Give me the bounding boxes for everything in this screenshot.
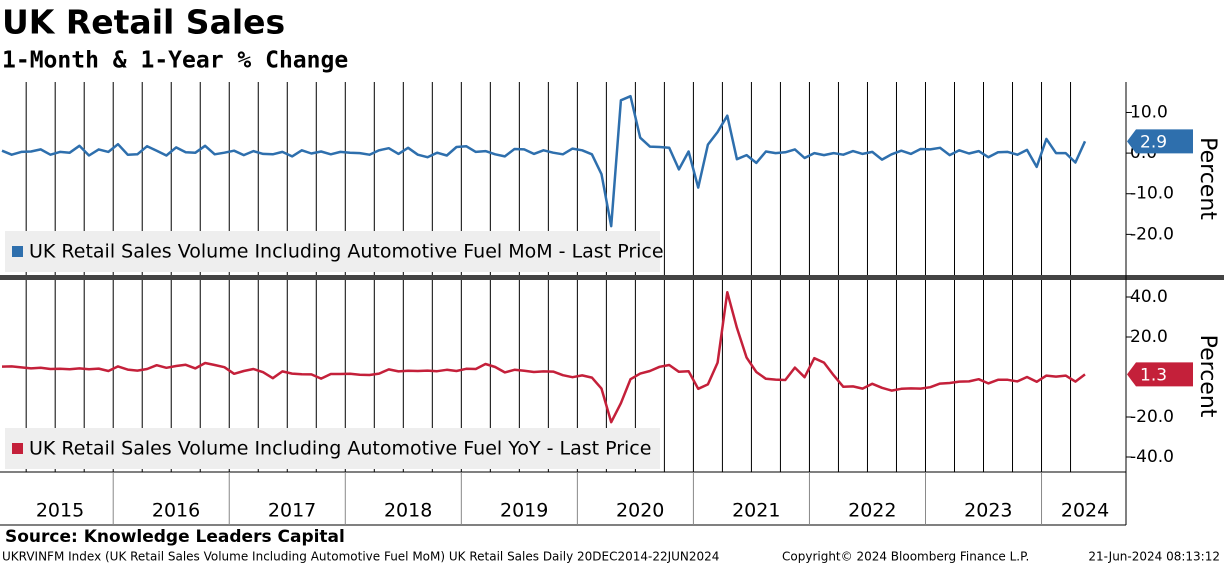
last-price-label: 1.3 bbox=[1140, 365, 1167, 385]
data-line bbox=[1, 290, 1086, 424]
panel-separator bbox=[0, 275, 1224, 280]
x-tick-label: 2022 bbox=[848, 500, 896, 522]
data-line bbox=[1, 94, 1087, 228]
source: Source: Knowledge Leaders Capital bbox=[5, 527, 345, 547]
legend-label: UK Retail Sales Volume Including Automot… bbox=[29, 241, 664, 263]
y-axis-label: Percent bbox=[1195, 137, 1220, 220]
x-tick-label: 2019 bbox=[500, 500, 548, 522]
y-tick-label: -20.0 bbox=[1130, 407, 1174, 427]
legend-box bbox=[5, 428, 660, 469]
legend-label: UK Retail Sales Volume Including Automot… bbox=[29, 438, 651, 460]
y-axis-label: Percent bbox=[1195, 335, 1220, 418]
x-tick-label: 2023 bbox=[964, 500, 1012, 522]
x-tick-label: 2021 bbox=[732, 500, 780, 522]
last-price-label: 2.9 bbox=[1140, 132, 1167, 152]
y-tick-label: 10.0 bbox=[1130, 102, 1168, 122]
legend-box bbox=[5, 231, 660, 272]
last-price-tag bbox=[1127, 362, 1193, 387]
legend-swatch bbox=[12, 443, 23, 454]
x-tick-label: 2016 bbox=[152, 500, 200, 522]
x-tick-label: 2024 bbox=[1061, 500, 1109, 522]
chart-title: UK Retail Sales bbox=[2, 3, 285, 42]
x-tick-label: 2018 bbox=[384, 500, 432, 522]
legend-swatch bbox=[12, 246, 23, 257]
y-tick-label: -20.0 bbox=[1130, 224, 1174, 244]
y-tick-label: -10.0 bbox=[1130, 184, 1174, 204]
x-tick-label: 2015 bbox=[36, 500, 84, 522]
chart-subtitle: 1-Month & 1-Year % Change bbox=[2, 48, 348, 74]
y-tick-label: -40.0 bbox=[1130, 447, 1174, 467]
footer-copyright: Copyright© 2024 Bloomberg Finance L.P. bbox=[782, 550, 1029, 564]
y-tick-label: 20.0 bbox=[1130, 327, 1168, 347]
x-tick-label: 2020 bbox=[616, 500, 664, 522]
y-tick-label: 40.0 bbox=[1130, 287, 1168, 307]
last-price-tag bbox=[1127, 129, 1193, 154]
footer-timestamp: 21-Jun-2024 08:13:12 bbox=[1088, 550, 1220, 564]
x-tick-label: 2017 bbox=[268, 500, 316, 522]
footer-index: UKRVINFM Index (UK Retail Sales Volume I… bbox=[2, 550, 719, 564]
